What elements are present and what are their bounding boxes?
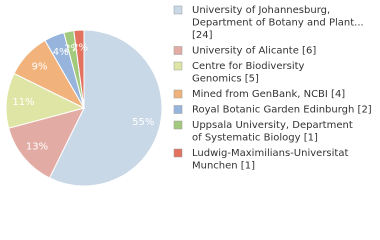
slice-label: 55% bbox=[132, 117, 154, 128]
legend-label: Department of Botany and Plant... bbox=[192, 18, 364, 29]
pie-slice bbox=[8, 107, 85, 179]
legend-label: Ludwig-Maximilians-Universitat bbox=[192, 148, 348, 159]
pie-slice bbox=[48, 29, 163, 187]
legend-label: Royal Botanic Garden Edinburgh [2] bbox=[192, 105, 372, 116]
legend-swatch bbox=[173, 105, 183, 114]
legend-label: [24] bbox=[192, 30, 213, 41]
legend-label: University of Johannesburg, bbox=[192, 5, 330, 16]
slice-label: 4% bbox=[53, 47, 69, 58]
legend-label: Munchen [1] bbox=[192, 161, 255, 172]
legend-swatch bbox=[173, 61, 183, 71]
legend-swatch bbox=[173, 89, 183, 99]
pie-slice bbox=[73, 29, 85, 109]
legend-label: of Systematic Biology [1] bbox=[192, 133, 318, 144]
slice-label: 9% bbox=[32, 61, 48, 72]
legend-label: Mined from GenBank, NCBI [4] bbox=[192, 89, 345, 100]
legend-label: Centre for Biodiversity bbox=[192, 61, 305, 72]
slice-label: 2% bbox=[64, 43, 80, 54]
slice-label: 2% bbox=[72, 42, 88, 53]
legend-label: Uppsala University, Department bbox=[192, 120, 353, 131]
legend-swatch bbox=[173, 120, 183, 130]
legend-label: Genomics [5] bbox=[192, 74, 259, 85]
slice-label: 11% bbox=[12, 97, 34, 108]
legend-label: University of Alicante [6] bbox=[192, 46, 316, 57]
legend-swatch bbox=[173, 46, 183, 55]
legend-swatch bbox=[173, 148, 183, 158]
slice-label: 13% bbox=[26, 142, 48, 153]
legend-swatch bbox=[173, 5, 183, 15]
